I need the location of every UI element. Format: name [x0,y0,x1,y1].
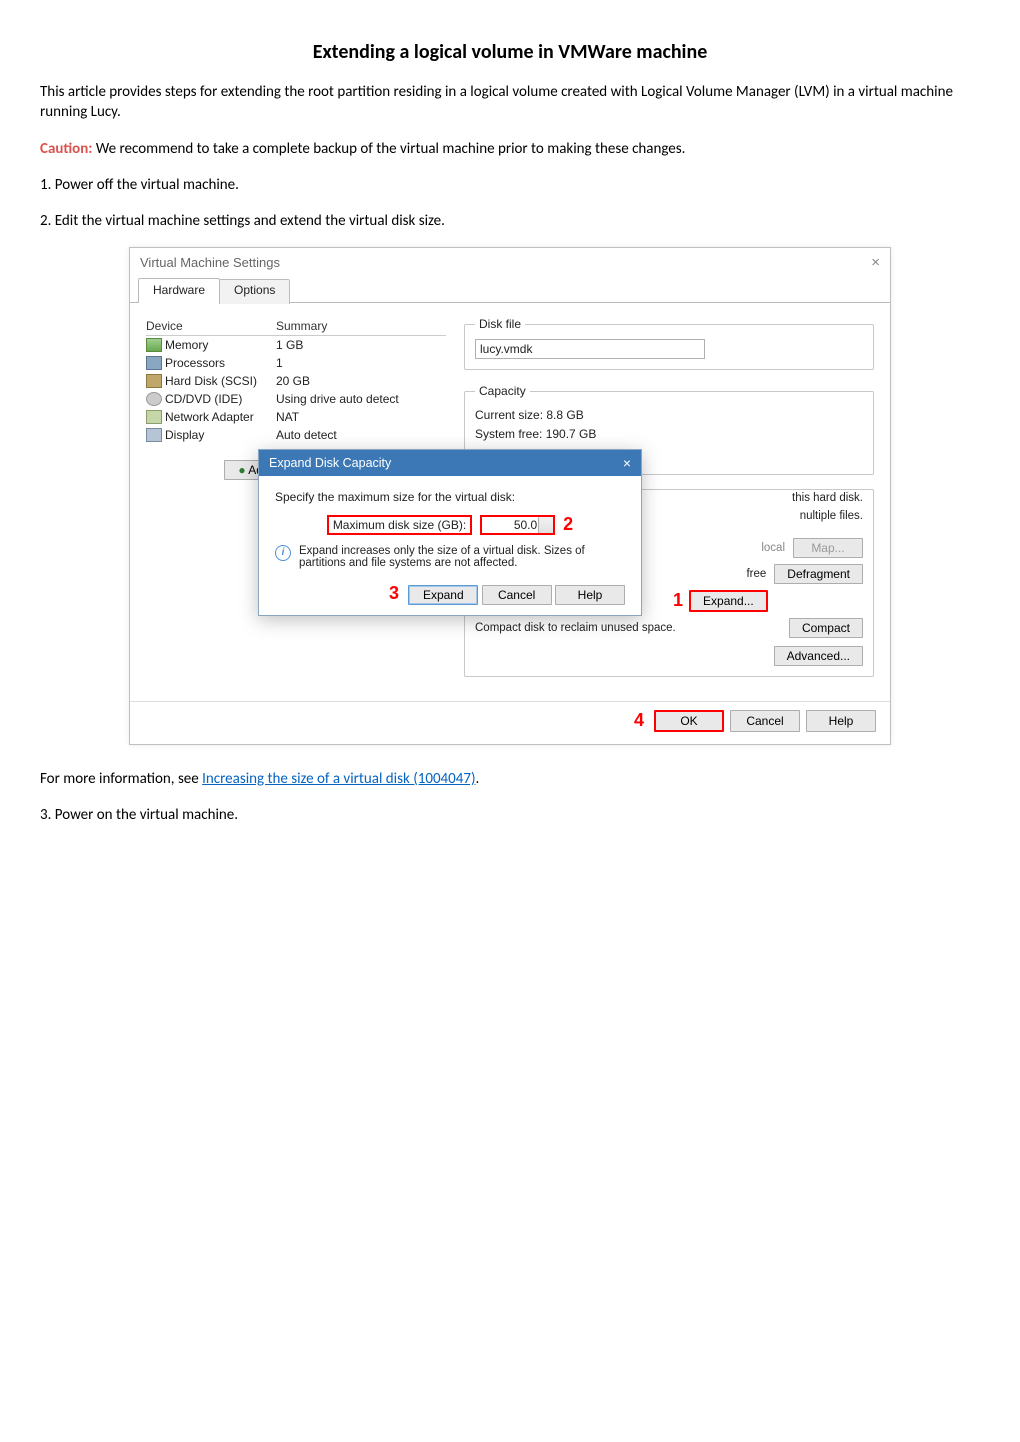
annotation-1: 1 [673,590,683,611]
col-summary: Summary [276,319,446,333]
modal-help-button[interactable]: Help [555,585,625,605]
annotation-3: 3 [389,583,399,603]
map-button: Map... [793,538,863,558]
util-compact-text: Compact disk to reclaim unused space. [475,622,781,634]
capacity-current: Current size: 8.8 GB [475,406,863,425]
caution-text: We recommend to take a complete backup o… [92,140,685,158]
modal-cancel-button[interactable]: Cancel [482,585,552,605]
expand-button[interactable]: Expand... [689,590,768,612]
caution-para: Caution: We recommend to take a complete… [40,139,980,159]
disk-file-group: Disk file lucy.vmdk [464,317,874,370]
dialog-titlebar: Virtual Machine Settings × [130,248,890,277]
info-icon: i [275,545,291,561]
modal-close-icon[interactable]: × [623,455,631,471]
caution-label: Caution: [40,140,92,158]
dialog-tabs: Hardware Options [130,277,890,303]
capacity-legend: Capacity [475,384,530,398]
hw-row-network[interactable]: Network Adapter NAT [146,408,446,426]
tab-options[interactable]: Options [219,279,290,304]
memory-icon [146,338,162,352]
kb-link[interactable]: Increasing the size of a virtual disk (1… [202,770,475,788]
help-button[interactable]: Help [806,710,876,732]
more-info-para: For more information, see Increasing the… [40,769,980,789]
hw-row-processors[interactable]: Processors 1 [146,354,446,372]
cd-icon [146,392,162,406]
max-disk-spinner[interactable]: 50.0 ▲▼ [480,515,555,535]
disk-file-input[interactable]: lucy.vmdk [475,339,705,359]
step-2: 2. Edit the virtual machine settings and… [40,211,980,231]
modal-expand-button[interactable]: Expand [408,585,478,605]
modal-specify-text: Specify the maximum size for the virtual… [275,490,625,504]
disk-file-legend: Disk file [475,317,525,331]
modal-title: Expand Disk Capacity [269,456,391,470]
modal-info-text: Expand increases only the size of a virt… [299,545,625,569]
hw-row-display[interactable]: Display Auto detect [146,426,446,444]
close-icon[interactable]: × [871,254,880,271]
advanced-button[interactable]: Advanced... [774,646,863,666]
expand-capacity-dialog: Expand Disk Capacity × Specify the maxim… [258,449,642,616]
hw-row-harddisk[interactable]: Hard Disk (SCSI) 20 GB [146,372,446,390]
harddisk-icon [146,374,162,388]
col-device: Device [146,319,276,333]
step-3: 3. Power on the virtual machine. [40,805,980,825]
page-title: Extending a logical volume in VMWare mac… [40,40,980,64]
step-1: 1. Power off the virtual machine. [40,175,980,195]
intro-text: This article provides steps for extendin… [40,82,980,123]
vm-settings-dialog: Virtual Machine Settings × Hardware Opti… [129,247,891,745]
max-disk-label: Maximum disk size (GB): [327,515,472,535]
compact-button[interactable]: Compact [789,618,863,638]
network-icon [146,410,162,424]
tab-hardware[interactable]: Hardware [138,278,220,303]
annotation-4: 4 [634,710,644,731]
hw-row-cddvd[interactable]: CD/DVD (IDE) Using drive auto detect [146,390,446,408]
capacity-sysfree: System free: 190.7 GB [475,425,863,444]
cancel-button[interactable]: Cancel [730,710,800,732]
hw-row-memory[interactable]: Memory 1 GB [146,336,446,354]
defragment-button[interactable]: Defragment [774,564,863,584]
ok-button[interactable]: OK [654,710,724,732]
display-icon [146,428,162,442]
annotation-2: 2 [563,514,573,535]
processor-icon [146,356,162,370]
dialog-title: Virtual Machine Settings [140,255,280,270]
